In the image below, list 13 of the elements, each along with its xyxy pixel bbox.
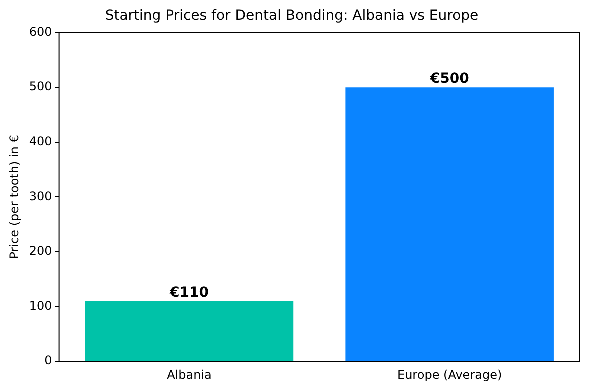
data-label: €500 xyxy=(429,71,470,88)
y-tick-label: 400 xyxy=(29,134,52,149)
y-tick-label: 300 xyxy=(29,189,52,204)
y-tick-label: 100 xyxy=(29,298,52,313)
chart-title: Starting Prices for Dental Bonding: Albania vs Europe xyxy=(105,8,479,24)
x-tick-label: Albania xyxy=(167,368,212,382)
y-axis-title: Price (per tooth) in € xyxy=(7,135,22,260)
y-tick-label: 0 xyxy=(44,354,52,368)
x-tick-label: Europe (Average) xyxy=(398,368,502,382)
y-tick-label: 200 xyxy=(29,244,52,258)
data-label: €110 xyxy=(168,284,210,301)
y-tick-label: 600 xyxy=(29,24,52,39)
y-tick-label: 500 xyxy=(29,80,52,94)
